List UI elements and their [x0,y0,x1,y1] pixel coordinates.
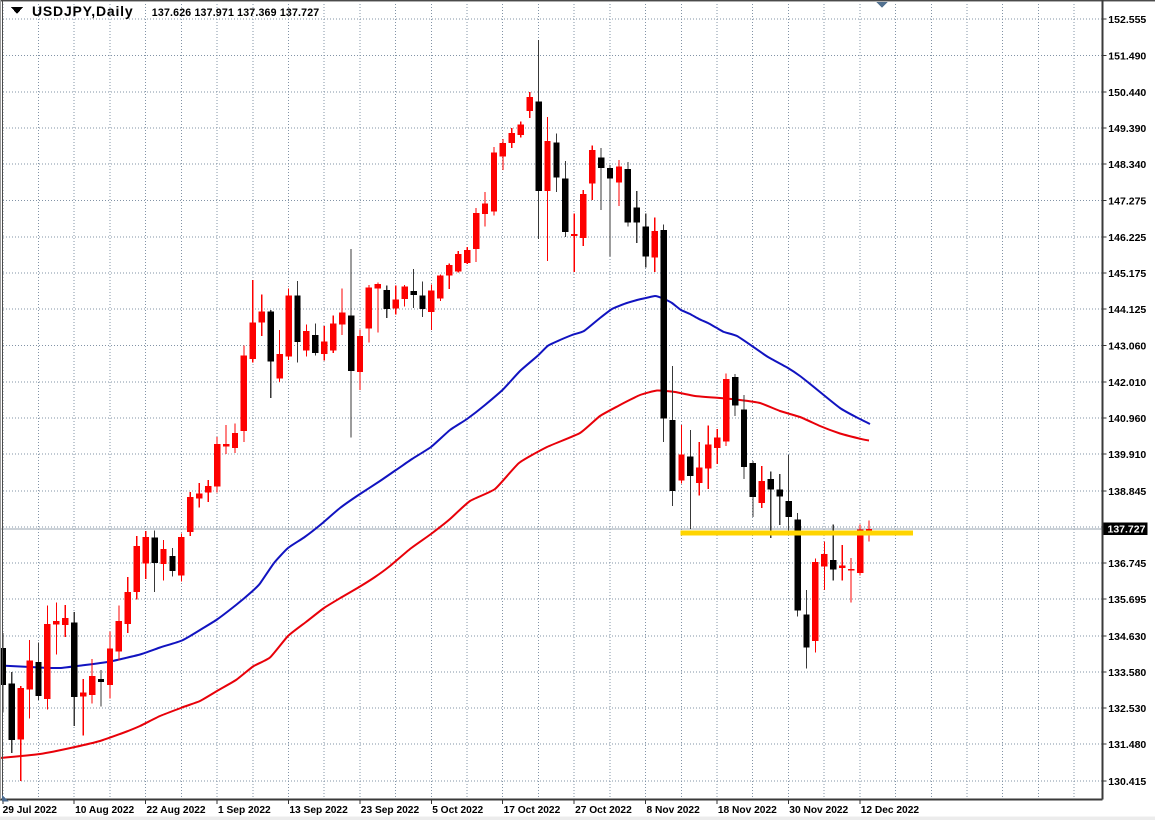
svg-text:27 Oct 2022: 27 Oct 2022 [575,805,632,816]
svg-text:22 Aug 2022: 22 Aug 2022 [147,805,206,816]
svg-text:17 Oct 2022: 17 Oct 2022 [504,805,561,816]
svg-text:13 Sep 2022: 13 Sep 2022 [289,805,348,816]
svg-text:132.530: 132.530 [1108,703,1146,715]
svg-text:130.415: 130.415 [1108,776,1146,788]
svg-text:136.745: 136.745 [1108,558,1146,570]
svg-text:23 Sep 2022: 23 Sep 2022 [361,805,420,816]
svg-text:137.727: 137.727 [1108,524,1146,536]
svg-text:142.010: 142.010 [1108,377,1146,389]
svg-text:8 Nov 2022: 8 Nov 2022 [647,805,701,816]
svg-text:29 Jul 2022: 29 Jul 2022 [3,805,58,816]
svg-text:133.580: 133.580 [1108,667,1146,679]
svg-text:148.340: 148.340 [1108,159,1146,171]
svg-text:147.275: 147.275 [1108,196,1146,208]
svg-text:146.225: 146.225 [1108,232,1146,244]
svg-text:152.555: 152.555 [1108,14,1146,26]
svg-text:30 Nov 2022: 30 Nov 2022 [789,805,848,816]
svg-text:USDJPY,Daily: USDJPY,Daily [32,3,133,19]
svg-text:5 Oct 2022: 5 Oct 2022 [432,805,483,816]
svg-text:140.960: 140.960 [1108,413,1146,425]
svg-text:138.845: 138.845 [1108,486,1146,498]
svg-text:10 Aug 2022: 10 Aug 2022 [75,805,134,816]
svg-text:150.440: 150.440 [1108,87,1146,99]
svg-text:1 Sep 2022: 1 Sep 2022 [218,805,271,816]
svg-text:18 Nov 2022: 18 Nov 2022 [718,805,777,816]
svg-text:145.175: 145.175 [1108,268,1146,280]
svg-text:149.390: 149.390 [1108,123,1146,135]
svg-text:151.490: 151.490 [1108,51,1146,63]
svg-text:134.630: 134.630 [1108,631,1146,643]
svg-text:12 Dec 2022: 12 Dec 2022 [861,805,920,816]
svg-text:143.060: 143.060 [1108,341,1146,353]
svg-text:139.910: 139.910 [1108,449,1146,461]
svg-text:137.626 137.971 137.369 137.72: 137.626 137.971 137.369 137.727 [152,7,320,19]
svg-text:144.125: 144.125 [1108,304,1146,316]
svg-text:131.480: 131.480 [1108,739,1146,751]
svg-text:135.695: 135.695 [1108,594,1146,606]
